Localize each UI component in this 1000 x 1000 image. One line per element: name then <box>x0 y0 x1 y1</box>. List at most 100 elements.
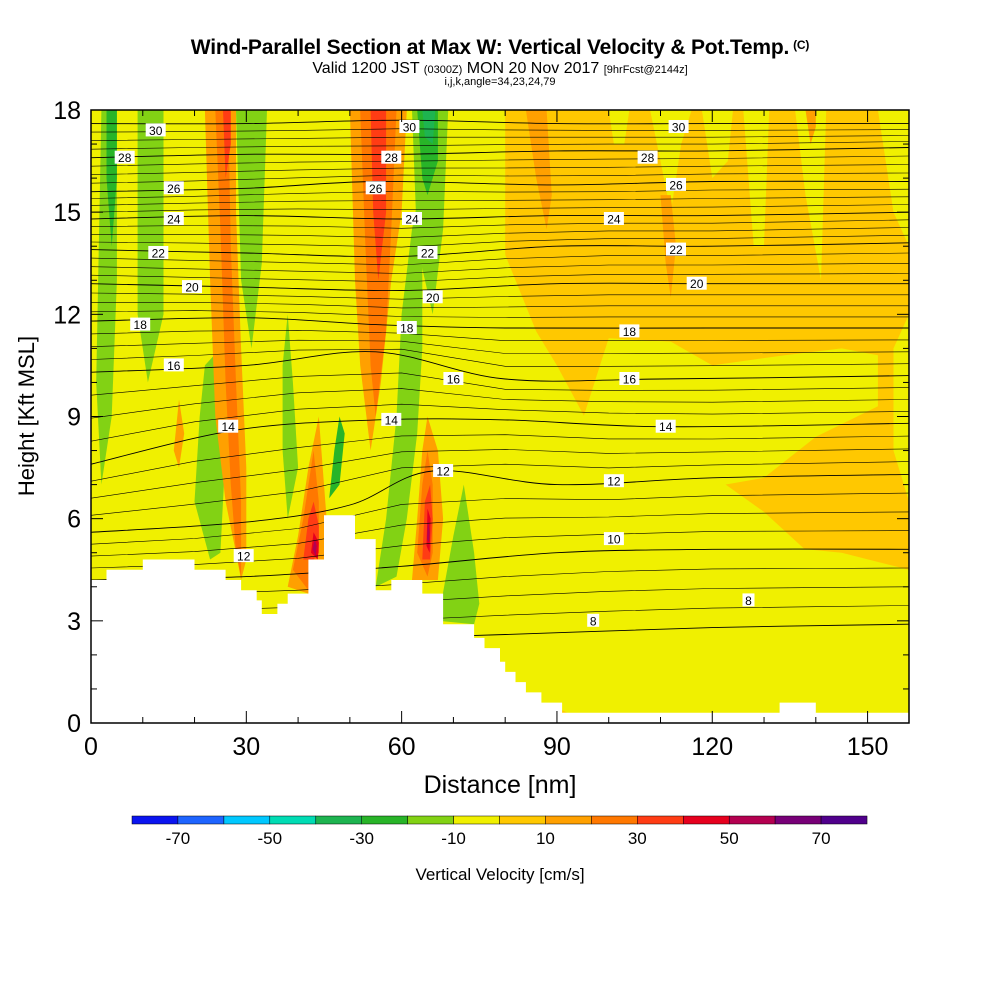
w-region-46 <box>427 518 430 543</box>
theta-label: 8 <box>745 594 752 608</box>
theta-label-box <box>603 532 624 546</box>
theta-label-box <box>668 120 689 133</box>
theta-contour-minor <box>91 188 909 199</box>
theta-label-box <box>619 372 640 385</box>
theta-contour-10 <box>91 548 909 581</box>
w-region-31 <box>525 110 552 230</box>
theta-contour-minor <box>91 372 909 396</box>
theta-labels: 30 30 30 28 28 28 26 26 26 24 24 24 22 22 22 20 20 20 18 18… <box>114 120 755 628</box>
theta-label-box <box>396 321 417 334</box>
theta-label-box <box>686 276 707 290</box>
theta-contour-minor <box>91 388 909 419</box>
theta-label: 12 <box>607 475 621 489</box>
theta-contour-minor <box>91 135 909 141</box>
theta-label: 24 <box>167 213 181 227</box>
theta-contour-minor <box>91 273 909 283</box>
theta-contour-18 <box>91 317 909 329</box>
theta-contour-minor <box>91 292 909 300</box>
theta-label: 8 <box>590 614 597 628</box>
colorbar-swatch <box>315 815 362 825</box>
theta-contour-minor <box>91 164 909 175</box>
theta-contour-minor <box>91 403 909 442</box>
theta-contour-16 <box>91 351 909 382</box>
theta-contour-28 <box>91 147 909 159</box>
chart-subtitle-2: i,j,k,angle=34,23,24,79 <box>444 76 556 88</box>
theta-label-box <box>422 290 443 304</box>
theta-contour-minor <box>91 234 909 248</box>
theta-label-box <box>130 317 151 331</box>
theta-contour-minor <box>91 128 909 133</box>
x-axis-label: Distance [nm] <box>424 771 577 799</box>
theta-label: 24 <box>607 213 621 227</box>
y-tick-label: 6 <box>67 506 81 534</box>
theta-contour-minor <box>91 434 909 482</box>
colorbar-tick-label: 50 <box>720 829 739 848</box>
theta-contour-minor <box>91 310 909 318</box>
w-region-2 <box>546 542 909 672</box>
theta-label-box <box>114 150 135 164</box>
colorbar-swatch <box>591 815 638 825</box>
w-region-4 <box>893 314 909 502</box>
theta-label-box <box>637 150 658 164</box>
x-tick-label: 90 <box>543 733 571 761</box>
theta-label: 26 <box>669 178 683 192</box>
theta-contour-14 <box>91 418 909 465</box>
colorbar-tick-label: 10 <box>536 829 555 848</box>
w-region-18 <box>236 110 267 349</box>
theta-label-box <box>163 358 184 372</box>
theta-contour-minor <box>91 155 909 167</box>
theta-label: 20 <box>185 281 199 295</box>
w-region-34 <box>805 110 816 145</box>
colorbar-tick-label: -70 <box>166 829 191 848</box>
theta-label: 30 <box>149 124 163 138</box>
x-tick-label: 30 <box>232 733 260 761</box>
colorbar-swatch <box>361 815 408 825</box>
theta-label: 12 <box>436 465 450 479</box>
colorbar-tick-label: -50 <box>258 829 283 848</box>
y-tick-label: 0 <box>67 710 81 738</box>
colorbar-swatch <box>453 815 500 825</box>
theta-label: 28 <box>118 151 132 165</box>
theta-label: 14 <box>222 420 236 434</box>
theta-contour-minor <box>91 172 909 184</box>
theta-label-box <box>218 419 239 433</box>
theta-label: 22 <box>669 243 683 257</box>
theta-contour-minor <box>91 511 909 557</box>
theta-contour-minor <box>91 339 909 354</box>
theta-label-box <box>399 120 420 133</box>
w-region-12 <box>308 110 350 315</box>
w-region-8 <box>795 110 827 281</box>
theta-label: 14 <box>659 420 673 434</box>
axes: 0 30 60 90 120 150 0 3 6 9 12 15 18 <box>53 97 909 761</box>
x-tick-label: 120 <box>691 733 733 761</box>
theta-label: 16 <box>167 359 181 373</box>
x-tick-label: 150 <box>847 733 889 761</box>
colorbar-swatch <box>407 815 454 825</box>
x-tick-label: 60 <box>388 733 416 761</box>
w-region-35 <box>215 110 242 577</box>
terrain-mask <box>91 515 909 723</box>
theta-label: 26 <box>167 182 181 196</box>
y-tick-label: 12 <box>53 301 81 329</box>
colorbar: -70 -50 -30 -10 10 30 50 70 <box>131 815 868 848</box>
theta-label: 22 <box>152 247 166 261</box>
theta-contour-minor <box>91 530 909 569</box>
theta-contour-20 <box>91 282 909 292</box>
colorbar-swatch <box>683 815 730 825</box>
theta-contour-minor <box>91 263 909 274</box>
theta-label: 18 <box>400 322 414 336</box>
theta-label: 16 <box>623 373 637 387</box>
theta-contour-minor <box>91 302 909 309</box>
theta-label: 28 <box>385 151 399 165</box>
theta-contour-30 <box>91 119 909 125</box>
w-region-42 <box>223 110 231 179</box>
colorbar-label: Vertical Velocity [cm/s] <box>415 865 584 884</box>
theta-label: 12 <box>237 550 251 564</box>
theta-label-box <box>666 177 686 191</box>
theta-label: 22 <box>421 247 435 261</box>
theta-contour-minor <box>91 227 909 239</box>
theta-contour-minor <box>91 348 909 367</box>
colorbar-swatch <box>545 815 592 825</box>
chart-title-text: Wind-Parallel Section at Max W: Vertical… <box>190 36 790 59</box>
y-tick-label: 3 <box>67 608 81 636</box>
